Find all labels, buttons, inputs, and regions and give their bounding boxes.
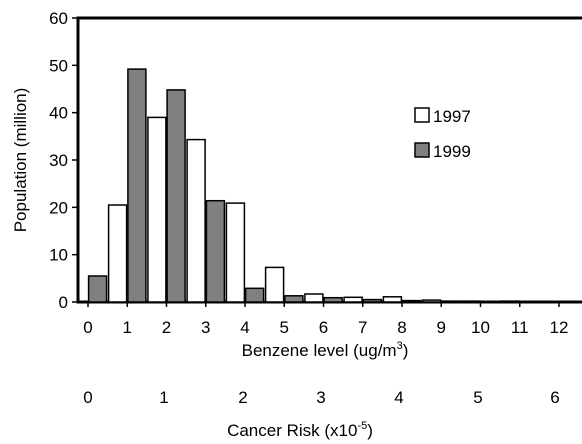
legend-swatch-1997 bbox=[414, 107, 430, 123]
legend-swatch-1999 bbox=[414, 142, 430, 158]
bar-1999-10 bbox=[441, 300, 461, 303]
bar-1999-1 bbox=[87, 275, 108, 303]
legend-label-1997: 1997 bbox=[433, 107, 471, 126]
x-axis-label-superscript: 3 bbox=[397, 340, 403, 352]
y-tick-label: 0 bbox=[59, 293, 68, 312]
y-tick-label: 60 bbox=[49, 9, 68, 28]
bar-1997-2 bbox=[147, 116, 167, 303]
x-tick-label: 0 bbox=[83, 318, 92, 337]
legend-label-1999: 1999 bbox=[433, 142, 471, 161]
secondary-x-axis-label: Cancer Risk (x10-5) bbox=[227, 420, 373, 440]
y-axis-ticks: 0 10 20 30 40 50 60 bbox=[49, 9, 78, 312]
bar-1999-8 bbox=[362, 298, 383, 303]
x-tick-label: 1 bbox=[123, 318, 132, 337]
legend: 1997 1999 bbox=[414, 107, 471, 161]
bar-1999-5 bbox=[244, 287, 265, 303]
secondary-x-axis-ticks: 0 1 2 3 4 5 6 bbox=[83, 388, 559, 407]
bar-1997-8 bbox=[382, 296, 403, 303]
secondary-x-axis-label-superscript: -5 bbox=[357, 420, 367, 432]
y-tick-label: 10 bbox=[49, 246, 68, 265]
bar-1999-2 bbox=[127, 68, 147, 303]
secondary-x-axis-label-close: ) bbox=[367, 421, 373, 440]
x-tick-label: 7 bbox=[358, 318, 367, 337]
x-axis-label-close: ) bbox=[403, 341, 409, 360]
bar-1997-6 bbox=[304, 293, 324, 303]
secondary-x-tick-label: 1 bbox=[159, 388, 168, 407]
x-tick-label: 5 bbox=[280, 318, 289, 337]
bar-1997-9 bbox=[421, 299, 442, 303]
bar-1999-12 bbox=[519, 300, 540, 303]
bar-1999-11 bbox=[480, 300, 500, 303]
y-axis-label: Population (million) bbox=[11, 88, 30, 233]
bar-1997-4 bbox=[225, 202, 246, 303]
x-tick-label: 4 bbox=[240, 318, 249, 337]
secondary-x-tick-label: 4 bbox=[394, 388, 403, 407]
bar-1999-6 bbox=[284, 295, 304, 303]
secondary-x-tick-label: 5 bbox=[473, 388, 482, 407]
y-tick-label: 50 bbox=[49, 56, 68, 75]
x-tick-label: 12 bbox=[550, 318, 569, 337]
bar-1999-9 bbox=[401, 299, 422, 303]
x-tick-label: 3 bbox=[201, 318, 210, 337]
x-tick-label: 9 bbox=[437, 318, 446, 337]
bar-1999-4 bbox=[205, 199, 226, 303]
secondary-x-tick-label: 3 bbox=[316, 388, 325, 407]
x-tick-label: 2 bbox=[162, 318, 171, 337]
x-tick-label: 6 bbox=[319, 318, 328, 337]
y-tick-label: 40 bbox=[49, 104, 68, 123]
bar-1999-7 bbox=[323, 296, 343, 303]
secondary-x-tick-label: 6 bbox=[550, 388, 559, 407]
bar-1997-7 bbox=[343, 296, 363, 303]
x-axis-ticks: 0 1 2 3 4 5 6 7 8 9 10 11 12 bbox=[83, 302, 568, 337]
x-tick-label: 8 bbox=[397, 318, 406, 337]
bar-1997-5 bbox=[264, 266, 285, 303]
y-tick-label: 20 bbox=[49, 198, 68, 217]
bar-1997-1 bbox=[107, 204, 128, 303]
x-tick-label: 10 bbox=[471, 318, 490, 337]
x-axis-label: Benzene level (ug/m3) bbox=[242, 340, 409, 360]
secondary-x-tick-label: 2 bbox=[238, 388, 247, 407]
x-tick-label: 11 bbox=[511, 318, 529, 337]
y-tick-label: 30 bbox=[49, 151, 68, 170]
bar-1997-3 bbox=[186, 138, 206, 303]
bar-1997-10 bbox=[461, 300, 481, 303]
bar-1997-12 bbox=[539, 300, 560, 303]
bar-1997-11 bbox=[500, 300, 520, 303]
secondary-x-tick-label: 0 bbox=[83, 388, 92, 407]
bars-group bbox=[87, 68, 560, 303]
bar-1999-3 bbox=[166, 89, 186, 303]
